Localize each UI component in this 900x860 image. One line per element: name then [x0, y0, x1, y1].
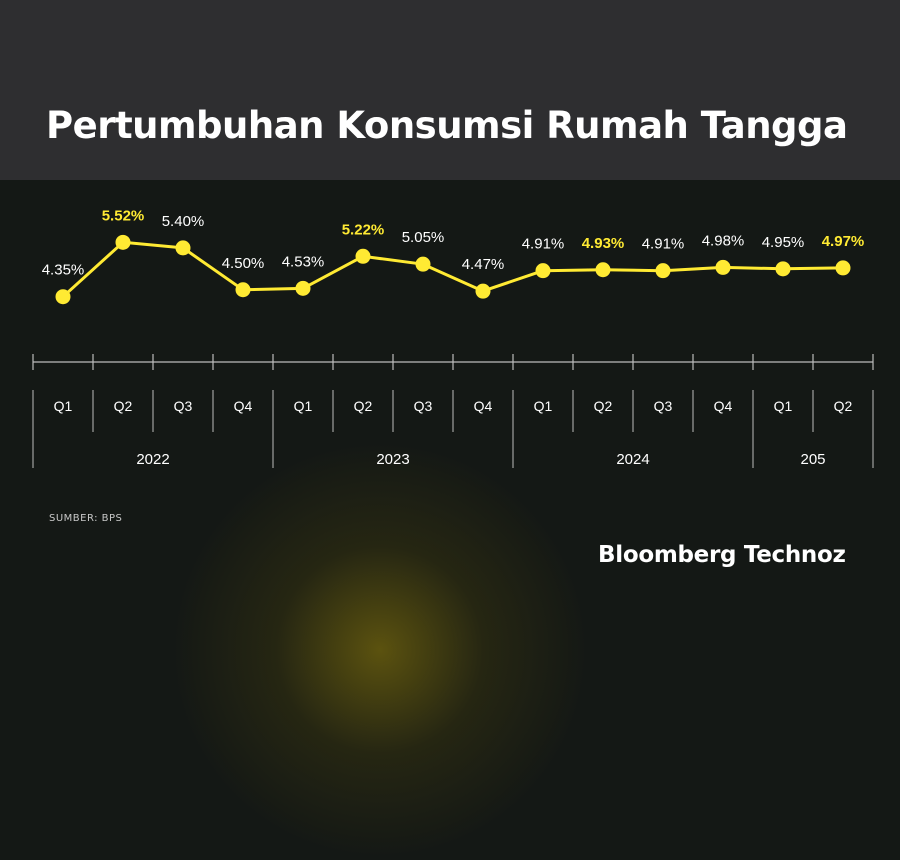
data-label: 4.97%: [822, 233, 865, 250]
data-point: [355, 248, 371, 264]
data-label: 4.47%: [462, 256, 505, 273]
data-label: 5.05%: [402, 229, 445, 246]
quarter-label: Q3: [414, 398, 433, 414]
quarter-label: Q2: [114, 398, 133, 414]
source-note: SUMBER: BPS: [49, 513, 123, 524]
data-point: [235, 282, 251, 298]
quarter-label: Q1: [54, 398, 73, 414]
quarter-label: Q3: [654, 398, 673, 414]
brand-logo: Bloomberg Technoz: [598, 542, 846, 568]
data-label: 5.22%: [342, 221, 385, 238]
quarter-label: Q2: [834, 398, 853, 414]
timeline-axis: [32, 354, 874, 468]
data-label: 4.93%: [582, 235, 625, 252]
quarter-labels: Q1 Q2 Q3 Q4 Q1 Q2 Q3 Q4 Q1 Q2 Q3 Q4 Q1 Q2: [54, 398, 853, 414]
data-point: [835, 260, 851, 276]
quarter-label: Q1: [294, 398, 313, 414]
background-glow: [170, 440, 590, 860]
series-points: [55, 234, 851, 305]
quarter-label: Q3: [174, 398, 193, 414]
header-banner: Pertumbuhan Konsumsi Rumah Tangga: [0, 0, 900, 180]
quarter-label: Q1: [774, 398, 793, 414]
data-point: [55, 289, 71, 305]
data-label: 4.95%: [762, 234, 805, 251]
data-label: 4.53%: [282, 253, 325, 270]
quarter-label: Q4: [234, 398, 253, 414]
data-label: 4.35%: [42, 262, 85, 279]
quarter-label: Q2: [594, 398, 613, 414]
series-line: [61, 240, 844, 298]
year-label: 205: [800, 451, 825, 468]
data-point: [655, 263, 671, 279]
data-label: 4.50%: [222, 255, 265, 272]
data-label: 5.52%: [102, 207, 145, 224]
data-labels: 4.35% 5.52% 5.40% 4.50% 4.53% 5.22% 5.05% 4.47%…: [42, 207, 865, 278]
data-point: [295, 280, 311, 296]
page-title: Pertumbuhan Konsumsi Rumah Tangga: [46, 104, 848, 147]
quarter-label: Q4: [714, 398, 733, 414]
data-label: 4.91%: [642, 236, 685, 253]
data-point: [775, 261, 791, 277]
year-label: 2024: [616, 451, 649, 468]
data-point: [535, 263, 551, 279]
data-label: 4.91%: [522, 236, 565, 253]
data-point: [115, 234, 131, 250]
data-label: 5.40%: [162, 213, 205, 230]
quarter-label: Q4: [474, 398, 493, 414]
year-labels: 2022 2023 2024 205: [136, 451, 825, 468]
data-label: 4.98%: [702, 232, 745, 249]
year-label: 2023: [376, 451, 409, 468]
data-point: [475, 283, 491, 299]
data-point: [175, 240, 191, 256]
data-point: [715, 259, 731, 275]
quarter-label: Q2: [354, 398, 373, 414]
data-point: [595, 262, 611, 278]
series-line-path: [61, 240, 844, 298]
consumption-line-chart: 4.35% 5.52% 5.40% 4.50% 4.53% 5.22% 5.05% 4.47%…: [32, 207, 874, 468]
year-label: 2022: [136, 451, 169, 468]
data-point: [415, 256, 431, 272]
quarter-label: Q1: [534, 398, 553, 414]
